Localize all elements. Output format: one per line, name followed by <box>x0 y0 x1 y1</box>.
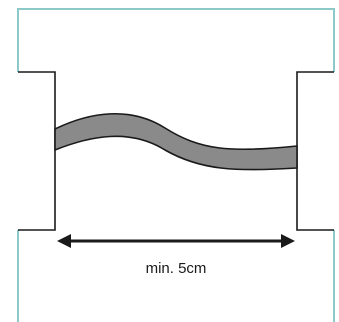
dimension-label: min. 5cm <box>146 260 207 277</box>
right-mounting-plate <box>296 71 334 231</box>
left-mounting-plate <box>18 71 56 231</box>
dimension-arrow-left-head <box>57 234 71 248</box>
flexible-cable <box>54 112 298 171</box>
dimension-arrow-right-head <box>281 234 295 248</box>
